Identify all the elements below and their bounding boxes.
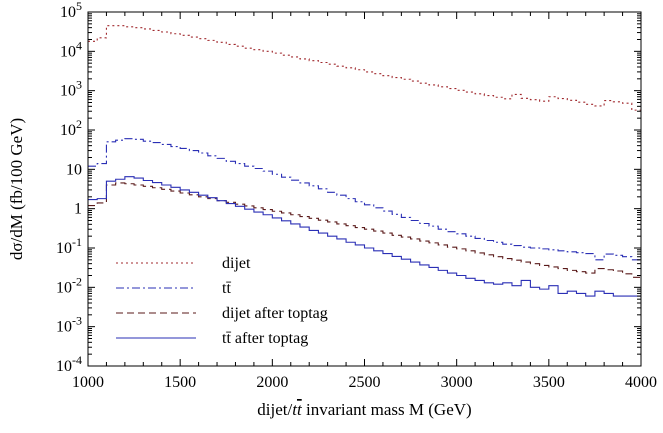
y-tick-label: 104 bbox=[60, 38, 82, 60]
series-line-1 bbox=[88, 138, 641, 261]
series-line-2 bbox=[88, 182, 641, 278]
series-line-3 bbox=[88, 176, 641, 297]
x-tick-label: 3500 bbox=[533, 374, 565, 391]
y-tick-label: 103 bbox=[60, 78, 82, 100]
legend-label-3: tt̄ after toptag bbox=[222, 330, 308, 347]
series-line-0 bbox=[88, 25, 641, 111]
x-tick-label: 1500 bbox=[164, 374, 196, 391]
x-tick-label: 1000 bbox=[72, 374, 104, 391]
tick-layer: 1000 1500 2000 2500 3000 3500 4000 105 104 103 102… bbox=[56, 0, 657, 391]
x-tick-label: 3000 bbox=[441, 374, 473, 391]
y-tick-label: 1 bbox=[74, 201, 82, 218]
legend-label-1: tt̄ bbox=[222, 280, 232, 297]
y-tick-label: 10-2 bbox=[56, 274, 82, 296]
y-tick-label: 10-4 bbox=[56, 353, 82, 375]
x-axis-title: dijet/tt invariant mass M (GeV) bbox=[257, 400, 471, 419]
y-tick-label: 102 bbox=[60, 117, 82, 139]
y-axis-title: dσ/dM (fb/100 GeV) bbox=[7, 118, 26, 260]
y-tick-label: 10-1 bbox=[56, 235, 82, 257]
x-tick-label: 4000 bbox=[625, 374, 657, 391]
y-tick-label: 10 bbox=[66, 161, 82, 178]
y-tick-label: 10-3 bbox=[56, 314, 82, 336]
y-tick-label: 105 bbox=[60, 0, 82, 21]
legend-label-2: dijet after toptag bbox=[222, 305, 328, 322]
x-tick-label: 2000 bbox=[256, 374, 288, 391]
series-layer bbox=[88, 25, 641, 297]
legend-label-0: dijet bbox=[222, 255, 251, 272]
x-tick-label: 2500 bbox=[349, 374, 381, 391]
legend: dijet tt̄ dijet after toptag tt̄ after topt… bbox=[116, 255, 328, 347]
